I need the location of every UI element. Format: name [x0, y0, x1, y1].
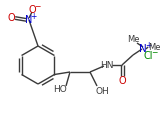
Text: O: O — [7, 13, 15, 23]
Text: +: + — [145, 42, 151, 50]
Text: −: − — [34, 2, 40, 12]
Text: −: − — [151, 49, 157, 57]
Text: O: O — [28, 5, 36, 15]
Text: Me: Me — [127, 35, 139, 44]
Text: N: N — [139, 44, 147, 54]
Text: O: O — [118, 76, 126, 86]
Text: Me: Me — [148, 44, 160, 52]
Text: +: + — [30, 12, 37, 21]
Text: HN: HN — [100, 60, 114, 69]
Text: Cl: Cl — [143, 51, 153, 61]
Text: HO: HO — [53, 85, 67, 94]
Text: OH: OH — [95, 87, 109, 96]
Text: N: N — [25, 15, 33, 25]
